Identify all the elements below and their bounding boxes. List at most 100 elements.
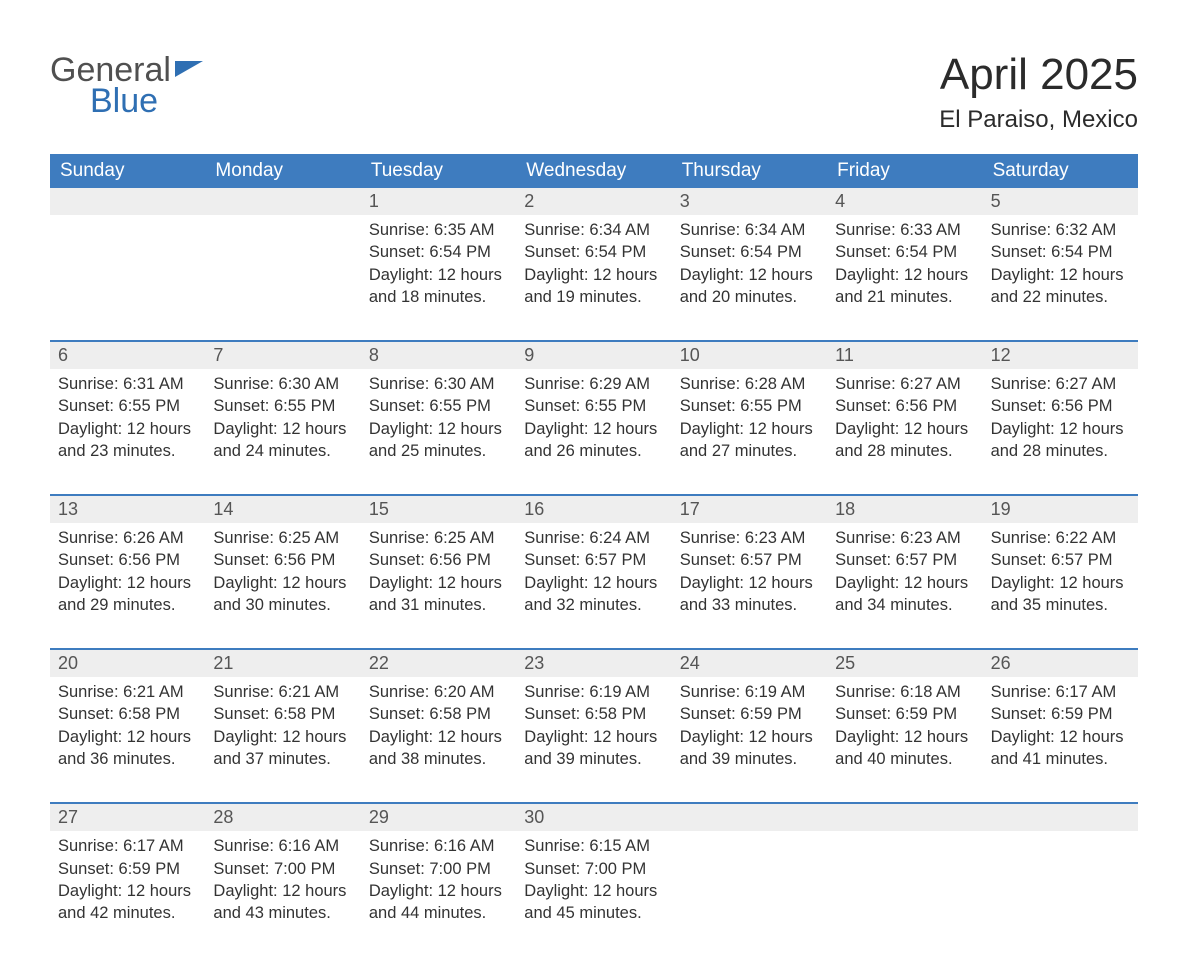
daynum-row: 6789101112 — [50, 342, 1138, 369]
sunrise-text: Sunrise: 6:17 AM — [58, 835, 197, 857]
daylight-text: Daylight: 12 hours and 36 minutes. — [58, 726, 197, 771]
daynum-row: 20212223242526 — [50, 650, 1138, 677]
day-cell: Sunrise: 6:35 AMSunset: 6:54 PMDaylight:… — [361, 215, 516, 328]
brand-blue: Blue — [90, 86, 203, 117]
sunset-text: Sunset: 6:54 PM — [680, 241, 819, 263]
day-number: 23 — [516, 650, 671, 677]
sunset-text: Sunset: 6:56 PM — [369, 549, 508, 571]
day-cell: Sunrise: 6:26 AMSunset: 6:56 PMDaylight:… — [50, 523, 205, 636]
day-cell: Sunrise: 6:21 AMSunset: 6:58 PMDaylight:… — [205, 677, 360, 790]
brand-logo: General Blue — [50, 55, 203, 116]
sunset-text: Sunset: 6:59 PM — [680, 703, 819, 725]
day-cell — [983, 831, 1138, 944]
location-label: El Paraiso, Mexico — [939, 106, 1138, 134]
sunset-text: Sunset: 6:59 PM — [58, 858, 197, 880]
week-block: 12345Sunrise: 6:35 AMSunset: 6:54 PMDayl… — [50, 188, 1138, 328]
day-cell: Sunrise: 6:23 AMSunset: 6:57 PMDaylight:… — [672, 523, 827, 636]
day-header-wednesday: Wednesday — [516, 154, 671, 188]
daylight-text: Daylight: 12 hours and 21 minutes. — [835, 264, 974, 309]
sunset-text: Sunset: 6:55 PM — [369, 395, 508, 417]
daylight-text: Daylight: 12 hours and 27 minutes. — [680, 418, 819, 463]
day-number: 4 — [827, 188, 982, 215]
day-header-row: Sunday Monday Tuesday Wednesday Thursday… — [50, 154, 1138, 188]
day-cell — [205, 215, 360, 328]
day-number: 2 — [516, 188, 671, 215]
day-cell: Sunrise: 6:21 AMSunset: 6:58 PMDaylight:… — [50, 677, 205, 790]
day-number: 20 — [50, 650, 205, 677]
daylight-text: Daylight: 12 hours and 35 minutes. — [991, 572, 1130, 617]
sunset-text: Sunset: 6:55 PM — [213, 395, 352, 417]
sunrise-text: Sunrise: 6:17 AM — [991, 681, 1130, 703]
daynum-row: 13141516171819 — [50, 496, 1138, 523]
day-header-tuesday: Tuesday — [361, 154, 516, 188]
day-number: 3 — [672, 188, 827, 215]
daylight-text: Daylight: 12 hours and 41 minutes. — [991, 726, 1130, 771]
daylight-text: Daylight: 12 hours and 33 minutes. — [680, 572, 819, 617]
day-number: 7 — [205, 342, 360, 369]
day-number: 30 — [516, 804, 671, 831]
title-block: April 2025 El Paraiso, Mexico — [939, 30, 1138, 144]
sunrise-text: Sunrise: 6:33 AM — [835, 219, 974, 241]
sunset-text: Sunset: 6:56 PM — [835, 395, 974, 417]
day-cell: Sunrise: 6:15 AMSunset: 7:00 PMDaylight:… — [516, 831, 671, 944]
sunset-text: Sunset: 6:57 PM — [991, 549, 1130, 571]
day-cell: Sunrise: 6:25 AMSunset: 6:56 PMDaylight:… — [205, 523, 360, 636]
day-header-monday: Monday — [205, 154, 360, 188]
day-number: 8 — [361, 342, 516, 369]
daylight-text: Daylight: 12 hours and 28 minutes. — [991, 418, 1130, 463]
daylight-text: Daylight: 12 hours and 22 minutes. — [991, 264, 1130, 309]
day-cell: Sunrise: 6:27 AMSunset: 6:56 PMDaylight:… — [983, 369, 1138, 482]
daylight-text: Daylight: 12 hours and 39 minutes. — [524, 726, 663, 771]
day-cell: Sunrise: 6:30 AMSunset: 6:55 PMDaylight:… — [205, 369, 360, 482]
daylight-text: Daylight: 12 hours and 18 minutes. — [369, 264, 508, 309]
day-cell: Sunrise: 6:23 AMSunset: 6:57 PMDaylight:… — [827, 523, 982, 636]
sunrise-text: Sunrise: 6:19 AM — [524, 681, 663, 703]
day-number — [827, 804, 982, 831]
sunset-text: Sunset: 6:58 PM — [369, 703, 508, 725]
day-number: 11 — [827, 342, 982, 369]
sunrise-text: Sunrise: 6:25 AM — [213, 527, 352, 549]
sunset-text: Sunset: 6:54 PM — [369, 241, 508, 263]
sunrise-text: Sunrise: 6:30 AM — [213, 373, 352, 395]
sunrise-text: Sunrise: 6:21 AM — [58, 681, 197, 703]
day-cell: Sunrise: 6:16 AMSunset: 7:00 PMDaylight:… — [361, 831, 516, 944]
sunset-text: Sunset: 6:54 PM — [991, 241, 1130, 263]
daylight-text: Daylight: 12 hours and 39 minutes. — [680, 726, 819, 771]
sunset-text: Sunset: 6:55 PM — [680, 395, 819, 417]
day-cell: Sunrise: 6:33 AMSunset: 6:54 PMDaylight:… — [827, 215, 982, 328]
sunrise-text: Sunrise: 6:16 AM — [369, 835, 508, 857]
calendar: Sunday Monday Tuesday Wednesday Thursday… — [50, 154, 1138, 944]
week-block: 13141516171819Sunrise: 6:26 AMSunset: 6:… — [50, 494, 1138, 636]
day-number: 22 — [361, 650, 516, 677]
sunrise-text: Sunrise: 6:24 AM — [524, 527, 663, 549]
day-cell: Sunrise: 6:25 AMSunset: 6:56 PMDaylight:… — [361, 523, 516, 636]
day-number: 1 — [361, 188, 516, 215]
day-cell: Sunrise: 6:17 AMSunset: 6:59 PMDaylight:… — [983, 677, 1138, 790]
day-number: 6 — [50, 342, 205, 369]
day-number: 14 — [205, 496, 360, 523]
day-number: 24 — [672, 650, 827, 677]
daylight-text: Daylight: 12 hours and 30 minutes. — [213, 572, 352, 617]
sunset-text: Sunset: 6:56 PM — [213, 549, 352, 571]
day-cell: Sunrise: 6:29 AMSunset: 6:55 PMDaylight:… — [516, 369, 671, 482]
week-block: 6789101112Sunrise: 6:31 AMSunset: 6:55 P… — [50, 340, 1138, 482]
sunset-text: Sunset: 6:55 PM — [58, 395, 197, 417]
day-number: 27 — [50, 804, 205, 831]
sunset-text: Sunset: 6:59 PM — [991, 703, 1130, 725]
day-number: 18 — [827, 496, 982, 523]
cells-row: Sunrise: 6:17 AMSunset: 6:59 PMDaylight:… — [50, 831, 1138, 944]
sunrise-text: Sunrise: 6:30 AM — [369, 373, 508, 395]
day-cell: Sunrise: 6:31 AMSunset: 6:55 PMDaylight:… — [50, 369, 205, 482]
day-number: 12 — [983, 342, 1138, 369]
cells-row: Sunrise: 6:35 AMSunset: 6:54 PMDaylight:… — [50, 215, 1138, 328]
day-cell: Sunrise: 6:24 AMSunset: 6:57 PMDaylight:… — [516, 523, 671, 636]
day-cell — [827, 831, 982, 944]
page-header: General Blue April 2025 El Paraiso, Mexi… — [50, 30, 1138, 144]
sunrise-text: Sunrise: 6:21 AM — [213, 681, 352, 703]
sunrise-text: Sunrise: 6:26 AM — [58, 527, 197, 549]
day-cell — [672, 831, 827, 944]
day-number — [983, 804, 1138, 831]
day-number: 15 — [361, 496, 516, 523]
day-header-thursday: Thursday — [672, 154, 827, 188]
daylight-text: Daylight: 12 hours and 32 minutes. — [524, 572, 663, 617]
